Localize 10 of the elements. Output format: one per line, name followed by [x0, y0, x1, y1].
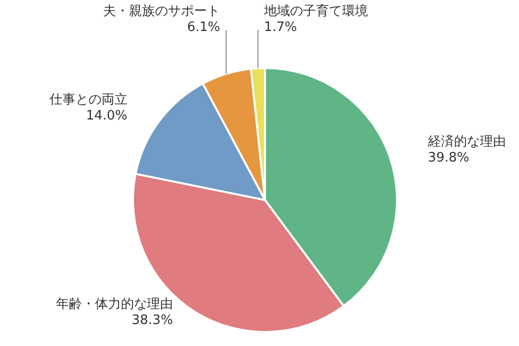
- slice-label: 夫・親族のサポート: [103, 4, 220, 19]
- slice-label: 経済的な理由: [426, 134, 506, 150]
- data-label: 14.0%: [86, 108, 128, 124]
- data-label: 6.1%: [187, 20, 220, 35]
- data-label: 38.3%: [132, 313, 173, 328]
- data-label: 1.7%: [264, 20, 297, 35]
- data-label: 39.8%: [428, 150, 470, 166]
- slice-label: 仕事との両立: [48, 92, 128, 108]
- slice-label: 地域の子育て環境: [262, 3, 368, 19]
- slice-label: 年齢・体力的な理由: [56, 297, 173, 312]
